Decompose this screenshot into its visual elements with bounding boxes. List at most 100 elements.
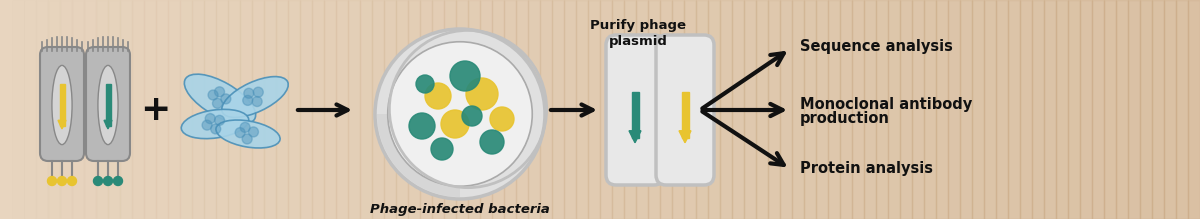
Bar: [780, 0, 792, 219]
Bar: [216, 0, 228, 219]
Ellipse shape: [216, 120, 280, 148]
Bar: [576, 0, 588, 219]
Bar: [492, 0, 504, 219]
Circle shape: [202, 120, 212, 130]
Text: Phage-infected bacteria: Phage-infected bacteria: [370, 203, 550, 215]
Polygon shape: [629, 131, 641, 143]
Bar: [12, 0, 24, 219]
Bar: [648, 0, 660, 219]
Bar: [96, 0, 108, 219]
Text: Purify phage: Purify phage: [590, 19, 686, 32]
FancyBboxPatch shape: [86, 47, 130, 161]
Bar: [360, 0, 372, 219]
Bar: [600, 0, 612, 219]
Bar: [108, 0, 120, 219]
Text: Monoclonal antibody: Monoclonal antibody: [800, 97, 972, 111]
Circle shape: [388, 42, 533, 186]
Bar: [384, 0, 396, 219]
Circle shape: [67, 177, 77, 185]
Bar: [804, 0, 816, 219]
Bar: [972, 0, 984, 219]
Ellipse shape: [181, 109, 248, 139]
Circle shape: [240, 122, 250, 132]
Bar: [876, 0, 888, 219]
Bar: [1140, 0, 1152, 219]
Bar: [72, 0, 84, 219]
Bar: [192, 0, 204, 219]
Bar: [768, 0, 780, 219]
Bar: [1056, 0, 1068, 219]
Circle shape: [114, 177, 122, 185]
Circle shape: [416, 75, 434, 93]
Circle shape: [211, 124, 221, 134]
Bar: [444, 0, 456, 219]
Circle shape: [215, 87, 224, 97]
Bar: [792, 0, 804, 219]
Bar: [672, 0, 684, 219]
Circle shape: [409, 113, 436, 139]
Bar: [156, 0, 168, 219]
Polygon shape: [104, 120, 112, 129]
Bar: [936, 0, 948, 219]
Bar: [564, 0, 576, 219]
Bar: [36, 0, 48, 219]
Bar: [480, 0, 492, 219]
Bar: [288, 0, 300, 219]
Bar: [900, 0, 912, 219]
Circle shape: [103, 177, 113, 185]
Ellipse shape: [52, 65, 72, 145]
Bar: [144, 0, 156, 219]
Circle shape: [490, 107, 514, 131]
Bar: [48, 0, 60, 219]
Bar: [84, 0, 96, 219]
Circle shape: [252, 97, 262, 106]
Bar: [924, 0, 936, 219]
Text: production: production: [800, 111, 890, 127]
Circle shape: [212, 98, 222, 108]
Bar: [336, 0, 348, 219]
Bar: [631, 92, 638, 138]
Bar: [408, 0, 420, 219]
Bar: [960, 0, 972, 219]
Bar: [420, 0, 432, 219]
Bar: [540, 0, 552, 219]
Bar: [744, 0, 756, 219]
Circle shape: [425, 83, 451, 109]
Bar: [552, 0, 564, 219]
Circle shape: [242, 134, 252, 144]
Ellipse shape: [98, 65, 118, 145]
Circle shape: [466, 78, 498, 110]
Bar: [504, 0, 516, 219]
Bar: [0, 0, 12, 219]
Bar: [1032, 0, 1044, 219]
Bar: [708, 0, 720, 219]
Bar: [516, 0, 528, 219]
Bar: [60, 0, 72, 219]
Bar: [660, 0, 672, 219]
Circle shape: [374, 29, 545, 199]
Bar: [816, 0, 828, 219]
Bar: [624, 0, 636, 219]
Bar: [1092, 0, 1104, 219]
Bar: [24, 0, 36, 219]
Bar: [852, 0, 864, 219]
Bar: [684, 0, 696, 219]
Bar: [1068, 0, 1080, 219]
Text: +: +: [140, 93, 170, 127]
Circle shape: [242, 95, 253, 105]
Bar: [264, 0, 276, 219]
Bar: [1044, 0, 1056, 219]
Polygon shape: [679, 131, 691, 143]
Bar: [348, 0, 360, 219]
Circle shape: [480, 130, 504, 154]
Bar: [1104, 0, 1116, 219]
Bar: [1128, 0, 1140, 219]
Circle shape: [450, 61, 480, 91]
Bar: [984, 0, 996, 219]
FancyBboxPatch shape: [656, 35, 714, 185]
Text: plasmid: plasmid: [608, 35, 667, 48]
Bar: [912, 0, 924, 219]
Bar: [636, 0, 648, 219]
FancyBboxPatch shape: [40, 47, 84, 161]
Bar: [312, 0, 324, 219]
